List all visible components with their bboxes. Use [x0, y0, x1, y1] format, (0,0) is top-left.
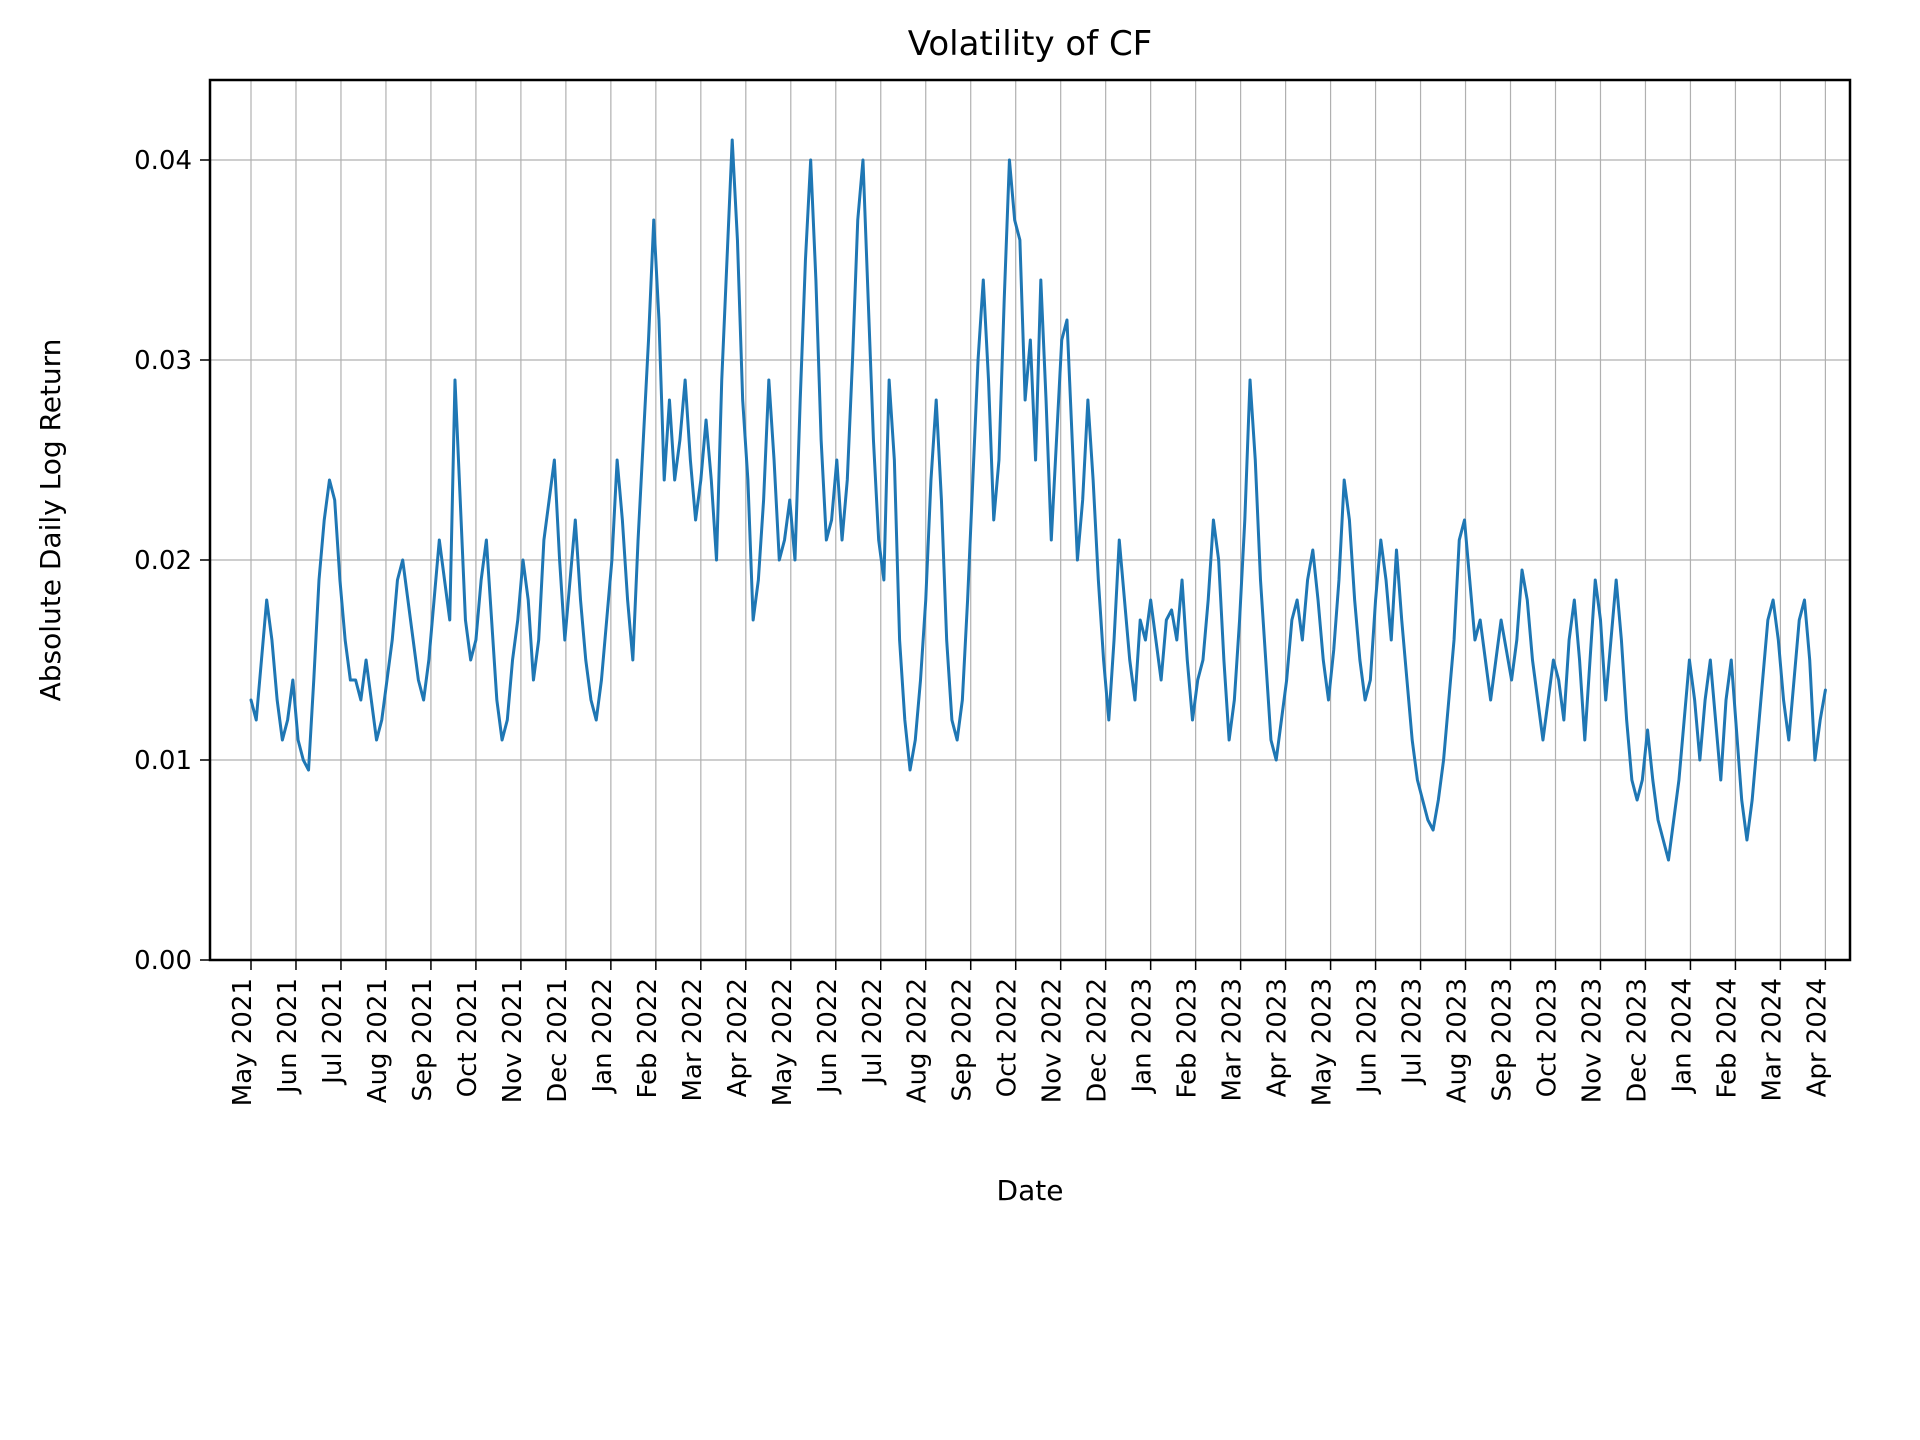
plot-border — [210, 80, 1850, 960]
x-tick-label: Jul 2021 — [318, 978, 348, 1086]
x-tick-label: Oct 2021 — [453, 978, 483, 1097]
x-tick-label: Nov 2023 — [1577, 978, 1607, 1103]
x-tick-label: Jan 2024 — [1667, 978, 1697, 1095]
x-tick-label: Sep 2021 — [408, 978, 438, 1101]
chart-title: Volatility of CF — [908, 24, 1153, 64]
x-tick-label: Oct 2023 — [1533, 978, 1563, 1097]
volatility-series — [251, 140, 1825, 860]
y-tick-label: 0.00 — [134, 946, 192, 976]
x-tick-label: Jan 2022 — [588, 978, 618, 1095]
x-tick-label: Dec 2022 — [1083, 978, 1113, 1103]
volatility-chart: { "chart": { "type": "line", "title": "V… — [0, 0, 1920, 1440]
x-tick-label: May 2022 — [768, 978, 798, 1106]
x-tick-label: Apr 2022 — [723, 978, 753, 1097]
x-tick-label: Aug 2023 — [1443, 978, 1473, 1103]
y-tick-label: 0.04 — [134, 146, 192, 176]
x-tick-label: Aug 2021 — [363, 978, 393, 1103]
x-tick-label: May 2023 — [1308, 978, 1338, 1106]
chart-svg: 0.00 0.01 0.02 0.03 0.04 May 2021 Jun 2021 Jul … — [0, 0, 1920, 1440]
x-tick-label: Nov 2022 — [1038, 978, 1068, 1103]
x-tick-label: Aug 2022 — [903, 978, 933, 1103]
y-tick-label: 0.01 — [134, 746, 192, 776]
y-tick-label: 0.02 — [134, 546, 192, 576]
x-axis-label: Date — [997, 1174, 1064, 1207]
x-tick-label: Jun 2022 — [813, 978, 843, 1095]
x-tick-label: Feb 2022 — [633, 978, 663, 1098]
x-tick-label: Mar 2023 — [1218, 978, 1248, 1102]
y-tick-label: 0.03 — [134, 346, 192, 376]
x-tick-label: Oct 2022 — [993, 978, 1023, 1097]
y-axis-label: Absolute Daily Log Return — [34, 339, 67, 702]
x-tick-label: Apr 2023 — [1263, 978, 1293, 1097]
x-tick-label: Jun 2021 — [273, 978, 303, 1095]
x-tick-label: May 2021 — [228, 978, 258, 1106]
x-tick-label: Dec 2023 — [1622, 978, 1652, 1103]
x-tick-label: Mar 2022 — [678, 978, 708, 1102]
x-tick-label: Jun 2023 — [1353, 978, 1383, 1095]
x-tick-label: Feb 2024 — [1712, 978, 1742, 1098]
x-tick-label: Nov 2021 — [498, 978, 528, 1103]
x-tick-label: Sep 2022 — [948, 978, 978, 1101]
x-tick-label: Sep 2023 — [1488, 978, 1518, 1101]
x-tick-label: Dec 2021 — [543, 978, 573, 1103]
x-tick-label: Mar 2024 — [1757, 978, 1787, 1102]
x-tick-label: Feb 2023 — [1173, 978, 1203, 1098]
x-tick-label: Jan 2023 — [1128, 978, 1158, 1095]
x-tick-label: Apr 2024 — [1802, 978, 1832, 1097]
x-tick-label: Jul 2023 — [1398, 978, 1428, 1086]
x-tick-label: Jul 2022 — [858, 978, 888, 1086]
